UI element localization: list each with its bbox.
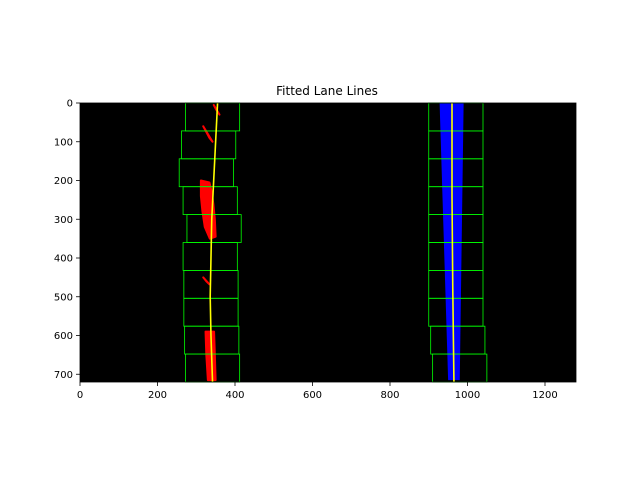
plot-background: [80, 103, 576, 382]
x-tick-label: 1200: [532, 390, 557, 401]
right-fit-line: [451, 103, 455, 383]
x-tick-label: 1000: [455, 390, 480, 401]
y-tick-label: 600: [54, 331, 73, 342]
y-tick-label: 100: [54, 137, 73, 148]
y-tick-label: 400: [54, 254, 73, 265]
x-tick-label: 200: [148, 390, 167, 401]
x-tick-label: 400: [225, 390, 244, 401]
y-tick-label: 200: [54, 176, 73, 187]
x-tick-label: 0: [77, 390, 83, 401]
y-axis: 0 100 200 300 400 500 600 700: [54, 99, 80, 381]
left-lane-pixels-1: [202, 125, 214, 143]
y-tick-label: 300: [54, 215, 73, 226]
left-lane-pixels-3: [202, 276, 211, 286]
y-tick-label: 0: [67, 99, 73, 110]
y-tick-label: 700: [54, 370, 73, 381]
left-fit-line: [209, 102, 219, 383]
x-tick-label: 800: [380, 390, 399, 401]
chart-title: Fitted Lane Lines: [276, 84, 378, 98]
x-tick-label: 600: [303, 390, 322, 401]
y-tick-label: 500: [54, 292, 73, 303]
left-lane-pixels-4: [204, 330, 217, 382]
plot-frame: [79, 102, 577, 383]
plot-area: [79, 102, 577, 383]
x-axis: 0 200 400 600 800 1000 1200: [77, 382, 558, 401]
